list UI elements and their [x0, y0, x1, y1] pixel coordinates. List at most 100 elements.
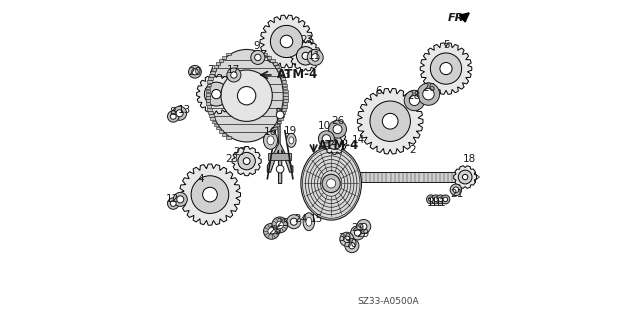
Polygon shape [267, 56, 271, 59]
Circle shape [349, 242, 355, 249]
Circle shape [327, 135, 342, 149]
Circle shape [230, 72, 237, 78]
Polygon shape [262, 53, 267, 56]
Circle shape [351, 226, 365, 240]
Circle shape [302, 52, 309, 59]
Ellipse shape [264, 131, 278, 149]
Polygon shape [283, 99, 287, 102]
Polygon shape [209, 114, 214, 117]
Circle shape [463, 174, 468, 180]
Polygon shape [211, 71, 215, 74]
Circle shape [319, 131, 334, 147]
Circle shape [251, 50, 265, 64]
Circle shape [436, 195, 445, 204]
Polygon shape [216, 62, 220, 65]
Circle shape [296, 47, 315, 65]
Circle shape [203, 187, 217, 202]
Circle shape [441, 195, 450, 204]
Circle shape [344, 236, 350, 242]
Polygon shape [281, 111, 285, 114]
Polygon shape [205, 93, 210, 96]
Polygon shape [273, 62, 277, 65]
Circle shape [458, 170, 472, 184]
Polygon shape [278, 117, 283, 120]
Polygon shape [357, 88, 423, 154]
Polygon shape [222, 56, 227, 59]
Circle shape [177, 196, 184, 203]
Circle shape [264, 223, 280, 239]
Polygon shape [219, 130, 223, 133]
Polygon shape [179, 164, 241, 225]
Circle shape [291, 218, 298, 225]
Text: 23: 23 [226, 154, 239, 165]
Text: 13: 13 [178, 105, 191, 115]
Circle shape [276, 221, 284, 228]
Polygon shape [281, 77, 285, 80]
Polygon shape [282, 84, 287, 86]
Polygon shape [420, 43, 472, 94]
Circle shape [340, 232, 354, 246]
Text: 24: 24 [294, 213, 307, 224]
Polygon shape [278, 71, 283, 74]
Text: 12: 12 [166, 194, 179, 204]
Polygon shape [212, 68, 216, 71]
Ellipse shape [303, 213, 315, 231]
Text: 22: 22 [301, 35, 314, 45]
Polygon shape [219, 59, 223, 62]
Circle shape [426, 195, 435, 204]
Circle shape [271, 26, 303, 57]
Text: 4: 4 [197, 174, 204, 184]
Circle shape [356, 219, 371, 234]
Circle shape [360, 223, 367, 230]
Polygon shape [282, 105, 287, 108]
Circle shape [168, 198, 179, 209]
Text: 15: 15 [310, 213, 323, 224]
Polygon shape [322, 130, 347, 154]
Polygon shape [211, 117, 215, 120]
Polygon shape [270, 130, 275, 133]
Circle shape [268, 228, 275, 235]
Polygon shape [208, 77, 212, 80]
Circle shape [227, 68, 241, 82]
Polygon shape [280, 114, 284, 117]
Text: 25: 25 [276, 218, 290, 228]
Polygon shape [212, 121, 216, 123]
Polygon shape [268, 153, 291, 160]
Circle shape [429, 197, 433, 202]
Polygon shape [291, 41, 321, 71]
Text: 27: 27 [233, 146, 246, 157]
Polygon shape [209, 74, 214, 77]
Ellipse shape [210, 49, 284, 142]
Circle shape [191, 176, 228, 213]
Circle shape [332, 139, 337, 145]
Text: 2: 2 [409, 145, 416, 155]
Polygon shape [280, 74, 284, 77]
Circle shape [370, 101, 410, 141]
Polygon shape [275, 65, 280, 68]
Polygon shape [207, 84, 211, 86]
Polygon shape [284, 96, 288, 99]
Text: 17: 17 [227, 64, 240, 75]
Text: 30: 30 [339, 233, 351, 243]
Text: 7: 7 [207, 65, 214, 75]
Text: 19: 19 [284, 126, 296, 136]
Circle shape [276, 111, 284, 119]
Polygon shape [282, 108, 286, 111]
Text: 11: 11 [308, 51, 321, 61]
Text: SZ33-A0500A: SZ33-A0500A [358, 297, 419, 306]
Polygon shape [226, 53, 230, 56]
Circle shape [355, 230, 361, 236]
Circle shape [237, 86, 256, 105]
Text: 1: 1 [435, 197, 442, 208]
Circle shape [243, 158, 250, 165]
Text: 6: 6 [376, 86, 382, 96]
Circle shape [328, 120, 346, 138]
Circle shape [417, 83, 440, 105]
Text: 26: 26 [331, 116, 344, 126]
Ellipse shape [289, 137, 294, 144]
Text: 29: 29 [351, 223, 364, 233]
Circle shape [322, 135, 330, 143]
Circle shape [430, 53, 461, 84]
Circle shape [333, 125, 342, 134]
Text: 20: 20 [188, 67, 202, 77]
